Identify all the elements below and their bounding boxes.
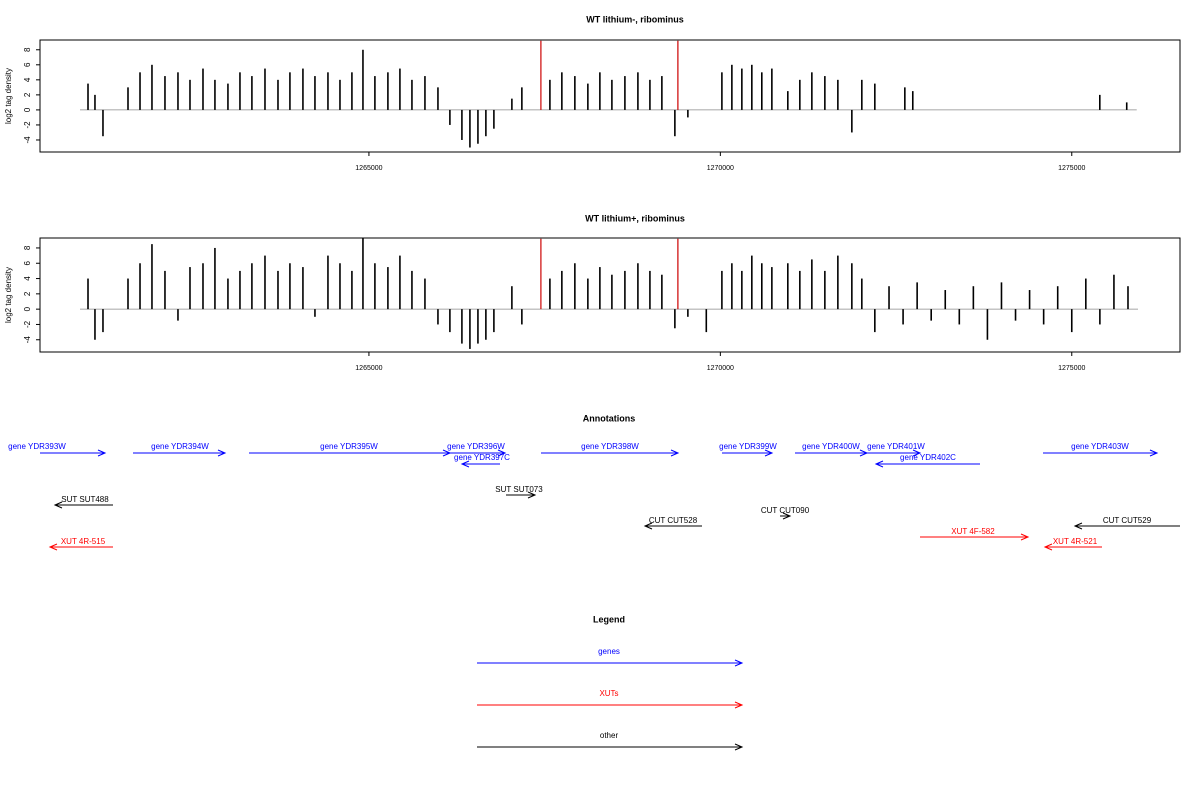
y-tick-label: 8 (23, 47, 32, 52)
feature-arrow (1043, 543, 1102, 551)
feature-label: gene YDR395W (320, 442, 378, 451)
legend-arrow (477, 743, 744, 751)
feature-label: gene YDR399W (719, 442, 777, 451)
y-tick-label: 0 (23, 306, 32, 311)
x-tick-label: 1265000 (355, 165, 382, 172)
y-tick-label: 4 (23, 276, 32, 281)
x-tick-label: 1265000 (355, 365, 382, 372)
feature-arrow (1073, 522, 1180, 530)
feature-label: CUT CUT529 (1103, 516, 1152, 525)
x-tick-label: 1275000 (1058, 165, 1085, 172)
feature-label: XUT 4R-521 (1053, 537, 1098, 546)
feature-arrow (1043, 449, 1159, 457)
y-tick-label: 8 (23, 245, 32, 250)
chart-title: WT lithium+, ribominus (585, 213, 685, 223)
y-tick-label: 2 (23, 291, 32, 296)
y-tick-label: 6 (23, 62, 32, 67)
legend-arrow (477, 659, 744, 667)
plot-frame (39, 39, 1181, 153)
feature-label: gene YDR400W (802, 442, 860, 451)
y-tick-label: -2 (23, 121, 32, 129)
feature-arrow (460, 460, 500, 468)
feature-arrow (40, 449, 107, 457)
feature-label: SUT SUT073 (495, 485, 543, 494)
feature-arrow (920, 533, 1030, 541)
x-tick-label: 1270000 (707, 365, 734, 372)
feature-label: gene YDR396W (447, 442, 505, 451)
feature-arrow (722, 449, 774, 457)
feature-label: gene YDR397C (454, 453, 510, 462)
legend-label: XUTs (599, 689, 618, 698)
y-tick-label: 0 (23, 107, 32, 112)
feature-label: gene YDR401W (867, 442, 925, 451)
y-tick-label: 6 (23, 260, 32, 265)
feature-label: XUT 4R-515 (61, 537, 106, 546)
legend-label: other (600, 731, 619, 740)
feature-arrow (874, 460, 980, 468)
feature-label: gene YDR403W (1071, 442, 1129, 451)
y-tick-label: -2 (23, 320, 32, 328)
x-tick-label: 1270000 (707, 165, 734, 172)
y-axis-label: log2 tag density (4, 267, 13, 323)
legend-title: Legend (593, 614, 625, 624)
plot-frame (39, 237, 1181, 353)
feature-arrow (867, 449, 922, 457)
feature-label: gene YDR402C (900, 453, 956, 462)
legend-arrow (477, 701, 744, 709)
y-tick-label: -4 (23, 336, 32, 344)
feature-label: gene YDR398W (581, 442, 639, 451)
feature-label: SUT SUT488 (61, 495, 109, 504)
feature-label: gene YDR394W (151, 442, 209, 451)
legend-label: genes (598, 647, 620, 656)
feature-label: XUT 4F-582 (951, 527, 995, 536)
y-axis-label: log2 tag density (4, 68, 13, 124)
chart-title: WT lithium-, ribominus (586, 14, 684, 24)
feature-arrow (450, 449, 507, 457)
y-tick-label: -4 (23, 136, 32, 144)
y-tick-label: 2 (23, 92, 32, 97)
feature-arrow (506, 491, 537, 499)
y-tick-label: 4 (23, 77, 32, 82)
feature-arrow (133, 449, 227, 457)
feature-label: CUT CUT090 (761, 506, 810, 515)
feature-arrow (541, 449, 680, 457)
feature-arrow (643, 522, 702, 530)
x-tick-label: 1275000 (1058, 365, 1085, 372)
feature-arrow (780, 512, 792, 520)
feature-label: CUT CUT528 (649, 516, 698, 525)
feature-arrow (48, 543, 113, 551)
feature-label: gene YDR393W (8, 442, 66, 451)
annotations-title: Annotations (583, 413, 636, 423)
feature-arrow (53, 501, 113, 509)
